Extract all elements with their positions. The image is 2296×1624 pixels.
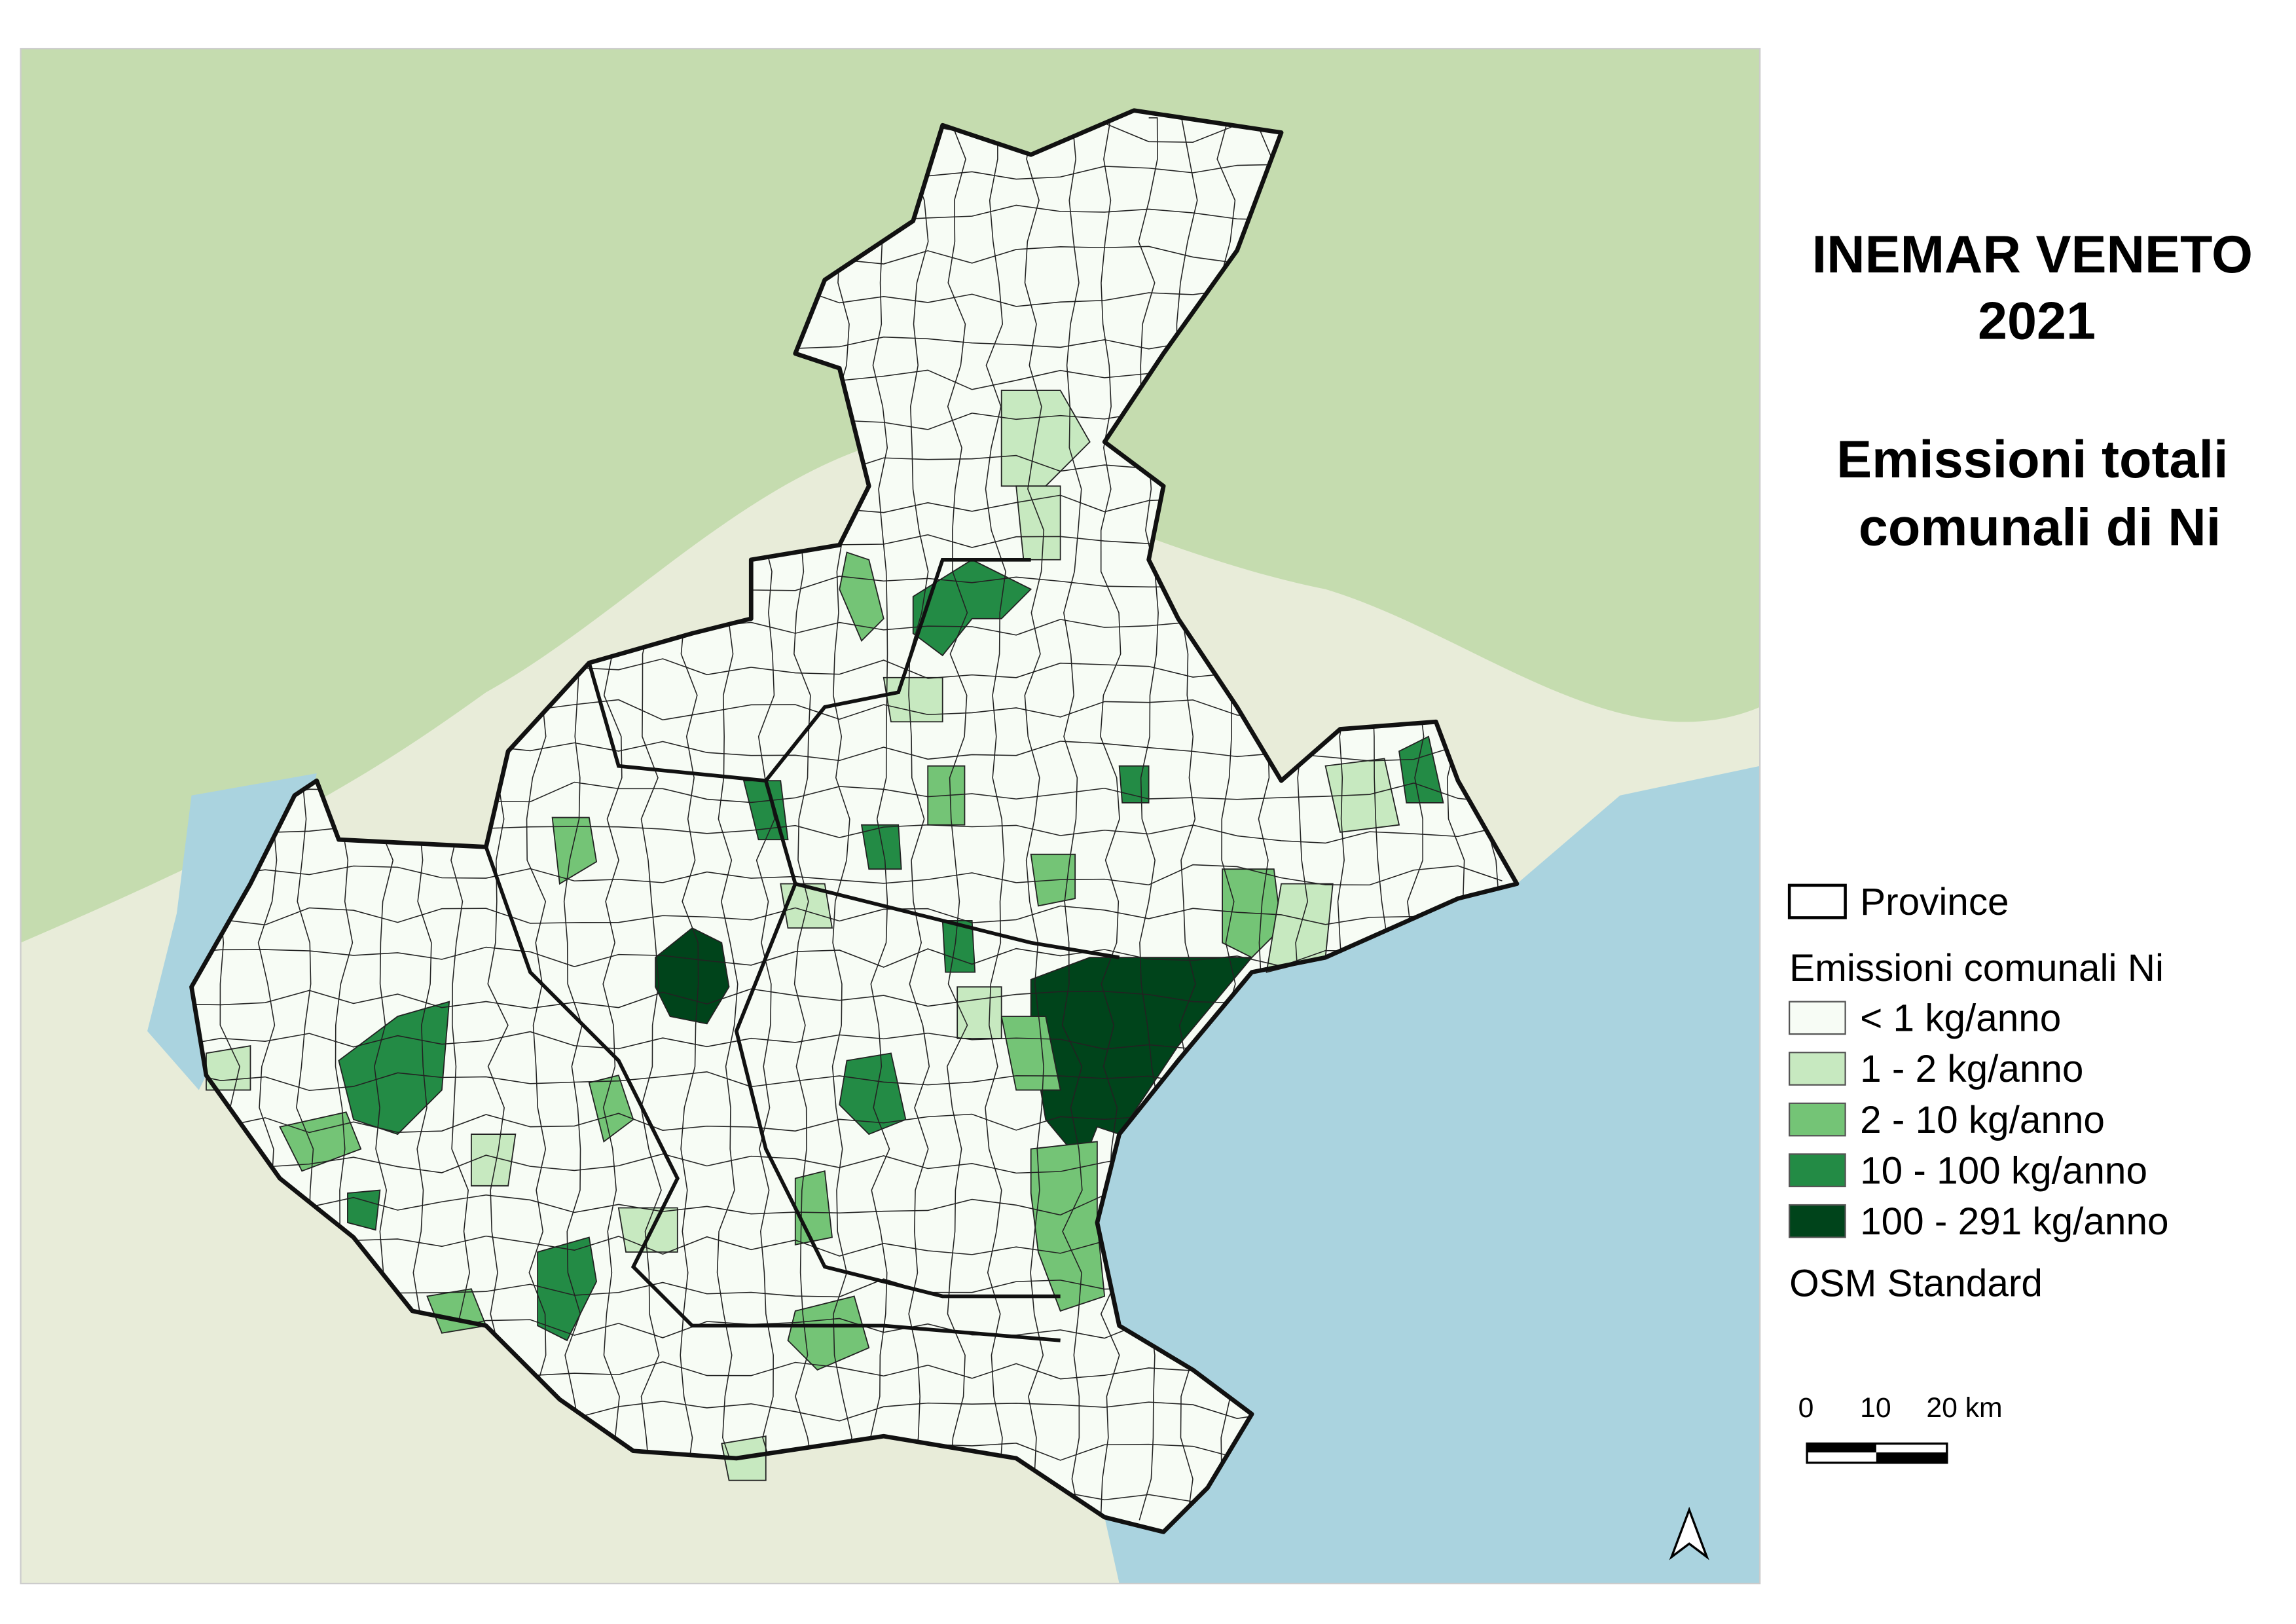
scale-label: 20 km (1926, 1392, 2002, 1424)
municipality-base (191, 110, 1517, 1532)
municipality (1015, 485, 1061, 561)
municipal-border (191, 864, 1503, 886)
municipality (1030, 1141, 1106, 1312)
municipality (1118, 765, 1150, 803)
municipal-border (946, 117, 968, 1521)
municipality (883, 676, 943, 723)
title-line: INEMAR VENETO (1812, 225, 2253, 284)
municipal-border (1024, 117, 1045, 1521)
legend-label: Province (1860, 881, 2009, 923)
municipality (1000, 1016, 1061, 1091)
scale-label: 10 (1860, 1392, 1891, 1424)
municipality (787, 1295, 870, 1371)
province-swatch (1787, 883, 1847, 919)
municipality (617, 1207, 678, 1253)
legend-swatch (1789, 1001, 1846, 1035)
legend-label: 2 - 10 kg/anno (1860, 1099, 2105, 1141)
map-frame (20, 48, 1761, 1585)
legend-basemap: OSM Standard (1789, 1263, 2043, 1305)
municipality (347, 1189, 381, 1231)
municipality (551, 817, 598, 885)
municipality (279, 1111, 362, 1172)
legend-swatch (1789, 1052, 1846, 1086)
scale-bar-segment (1876, 1452, 1947, 1463)
municipal-border (869, 117, 890, 1521)
municipality (537, 1236, 598, 1342)
legend-swatch (1789, 1102, 1846, 1137)
municipal-border (908, 117, 930, 1521)
municipality (860, 824, 902, 870)
municipal-border (985, 117, 1006, 1521)
legend-heading: Emissioni comunali Ni (1789, 947, 2164, 989)
legend-label: 10 - 100 kg/anno (1860, 1149, 2147, 1192)
municipal-border (1061, 117, 1083, 1521)
title-line: 2021 (1978, 291, 2096, 350)
title-line: comunali di Ni (1859, 498, 2221, 557)
province-outline (189, 108, 1520, 1534)
municipality (1324, 758, 1400, 833)
scale-label: 0 (1798, 1392, 1814, 1424)
municipal-border (831, 117, 853, 1521)
municipality (470, 1134, 517, 1187)
municipality (957, 986, 1002, 1039)
legend-swatch (1789, 1204, 1846, 1238)
title-line: Emissioni totali (1836, 430, 2228, 489)
municipality (839, 551, 884, 642)
municipal-border (191, 905, 1503, 926)
mountains (20, 48, 1760, 943)
legend: < 1 kg/anno 1 - 2 kg/anno 2 - 10 kg/anno 10… (1789, 997, 2168, 1243)
scale-bar-segment (1807, 1443, 1876, 1452)
legend-label: 100 - 291 kg/anno (1860, 1200, 2168, 1243)
municipality (839, 1052, 907, 1135)
legend-label: 1 - 2 kg/anno (1860, 1048, 2083, 1090)
province-boundaries (484, 557, 1120, 1342)
municipality (1000, 390, 1091, 487)
legend-label: < 1 kg/anno (1860, 997, 2061, 1040)
scale-bar (1806, 1442, 1948, 1464)
legend-swatch (1789, 1153, 1846, 1188)
municipal-border (191, 946, 1503, 968)
north-arrow (1669, 1506, 1709, 1560)
north-arrow-shape (1669, 1506, 1709, 1560)
